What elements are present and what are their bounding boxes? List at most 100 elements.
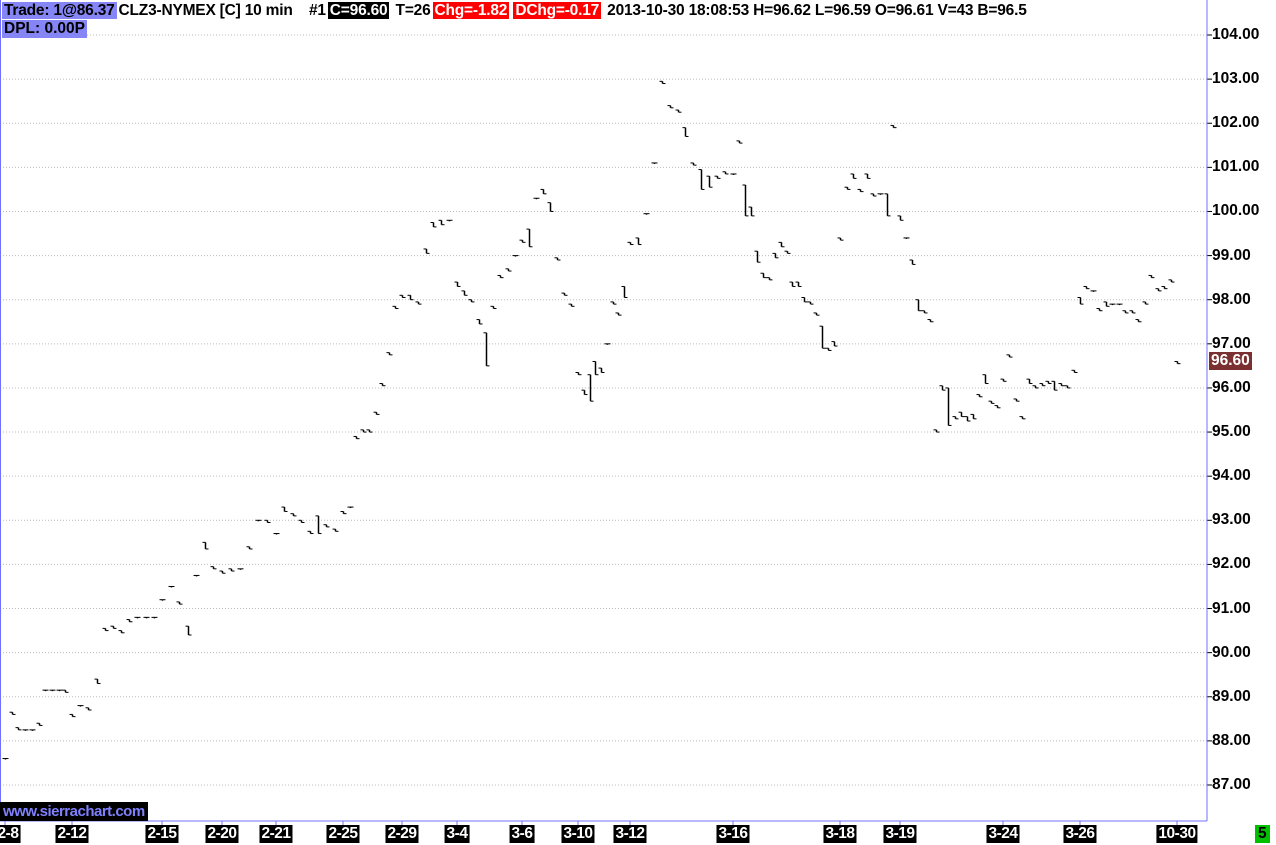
ohlc-bar [399,294,406,298]
ohlc-bar [1142,301,1149,305]
ticks-value: T=26 [395,2,431,19]
ohlc-bar [159,599,166,601]
x-tick-label: 2-8 [0,825,21,843]
ohlc-bar [890,124,897,129]
x-tick-label: 2-21 [259,825,293,843]
y-tick-label: 95.00 [1212,423,1251,441]
ohlc-bar [844,186,851,190]
ohlc-bar [581,389,588,396]
ohlc-bar [1058,383,1065,387]
x-tick-label: 2-12 [55,825,89,843]
ohlc-bar [1155,288,1162,292]
ohlc-bar [255,519,262,522]
ohlc-bar [1122,310,1129,314]
ohlc-bar [2,758,9,760]
ohlc-bar [903,237,910,239]
ohlc-bar [690,162,697,166]
ohlc-bar [1051,380,1058,391]
ohlc-bar [561,292,568,296]
ohlc-bar [635,237,642,246]
ohlc-bar [1161,285,1168,290]
ohlc-bar [825,347,832,351]
ohlc-bar [952,416,959,420]
ohlc-bar [386,352,393,356]
ohlc-bar [604,343,611,345]
ohlc-bar [730,173,737,175]
ohlc-bar [651,162,658,164]
ohlc-bar [126,619,133,623]
ohlc-bar [837,237,844,241]
ohlc-bar [621,285,628,298]
y-tick-label: 103.00 [1212,70,1260,88]
y-tick-label: 87.00 [1212,776,1251,793]
ohlc-bar [102,627,109,632]
ohlc-bar [228,568,235,572]
y-tick-label: 89.00 [1212,687,1251,705]
ohlc-bar [850,173,857,179]
y-tick-label: 96.00 [1212,378,1251,396]
ohlc-bar [1039,383,1046,387]
x-tick-label: 3-10 [561,825,595,843]
ohlc-bar [246,546,253,550]
ohlc-bar [407,294,414,301]
ohlc-bar [307,530,314,535]
ohlc-bar [884,193,891,217]
ohlc-bar [754,250,761,263]
ohlc-bar [290,513,297,517]
ohlc-bar [210,566,217,570]
x-tick-label: 3-24 [986,825,1020,843]
ohlc-bar [237,568,244,570]
ohlc-bar [1096,308,1103,312]
ohlc-bar [736,140,743,144]
ohlc-bar [1174,360,1181,365]
ohlc-bar [22,729,29,731]
change-value: Chg=-1.82 [432,2,510,19]
ohlc-bar [1129,310,1136,314]
ohlc-bar [519,239,526,243]
ohlc-bar [766,277,773,281]
ohlc-bar [976,394,983,398]
ohlc-bar [176,601,183,605]
x-tick-label: 2-29 [385,825,419,843]
x-tick-label: 2-20 [205,825,239,843]
y-tick-label: 101.00 [1212,158,1260,176]
ohlc-bar [964,416,971,422]
ohlc-bar [430,222,437,228]
ohlc-bar [151,616,158,619]
ohlc-bar [877,193,884,195]
ohlc-bar [698,169,705,190]
current-price-label: 96.60 [1209,352,1252,371]
ohlc-bar [927,319,934,323]
ohlc-bar [366,429,373,433]
x-tick-label: 3-16 [716,825,750,843]
ohlc-bar [49,689,56,692]
x-tick-label: 10-30 [1156,825,1198,843]
x-tick-label: 3-6 [509,825,535,843]
ohlc-bar [554,257,561,261]
ohlc-bar [219,570,226,574]
ohlc-bar [1116,303,1123,306]
daily-change-value: DChg=-0.17 [513,2,602,19]
y-tick-label: 91.00 [1212,599,1251,617]
ohlc-bar [857,188,864,193]
y-tick-label: 104.00 [1212,26,1260,43]
ohlc-bar [592,360,599,376]
ohlc-bar [85,707,92,711]
ohlc-bar [505,268,512,272]
ohlc-bar [347,506,354,509]
ohlc-bar [110,625,117,629]
ohlc-bar [42,689,49,692]
ohlc-bar [468,299,475,303]
ohlc-bar [29,729,36,731]
ohlc-bar [476,319,483,325]
y-tick-label: 92.00 [1212,555,1251,573]
ohlc-bar [490,305,497,310]
ohlc-bar [772,252,779,259]
ohlc-bar [264,519,271,523]
y-tick-label: 98.00 [1212,290,1251,308]
ohlc-bar [281,506,288,512]
ohlc-bar [909,259,916,265]
ohlc-bar [667,105,674,109]
ohlc-bar [921,310,928,314]
